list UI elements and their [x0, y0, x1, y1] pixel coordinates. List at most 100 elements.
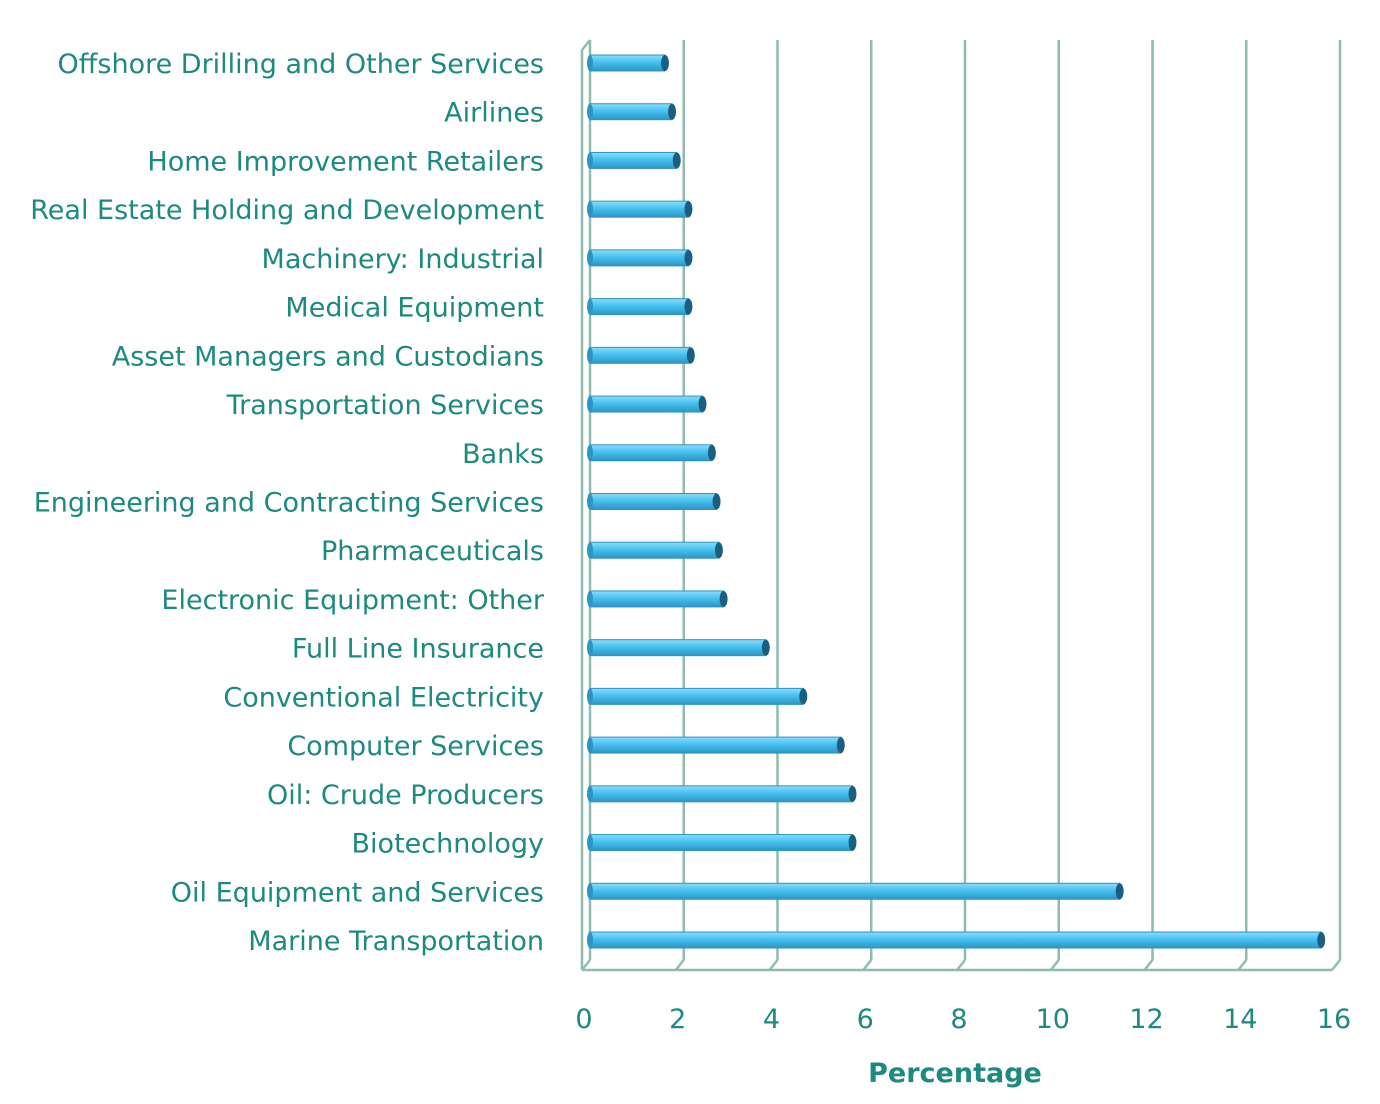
category-label: Banks [462, 439, 544, 470]
bar [587, 249, 693, 267]
category-label: Marine Transportation [248, 926, 544, 957]
bar-body [589, 54, 666, 72]
bar [587, 103, 677, 121]
x-axis-title: Percentage [868, 1058, 1042, 1089]
bar [587, 639, 770, 657]
bar-end-cap [719, 590, 728, 607]
x-tick-label: 6 [857, 1004, 874, 1035]
bar-body [589, 200, 689, 218]
bar-start-cap [587, 493, 593, 510]
bar-start-cap [587, 298, 593, 315]
gridline-floor [1049, 959, 1060, 971]
bar [587, 444, 716, 462]
x-tick-label: 8 [950, 1004, 967, 1035]
x-tick-label: 10 [1036, 1004, 1070, 1035]
bar-body [589, 834, 853, 852]
category-label: Offshore Drilling and Other Services [58, 49, 544, 80]
category-label: Machinery: Industrial [262, 244, 544, 275]
category-label: Real Estate Holding and Development [30, 195, 544, 226]
bar [587, 54, 669, 72]
bar-body [589, 346, 692, 364]
bar [587, 395, 707, 413]
category-label: Asset Managers and Custodians [112, 341, 544, 372]
bar-end-cap [1115, 883, 1124, 900]
bar-start-cap [587, 883, 593, 900]
bar-end-cap [686, 347, 695, 364]
bar-start-cap [587, 152, 593, 169]
bar-start-cap [587, 444, 593, 461]
gridline-floor [956, 959, 966, 971]
bar [587, 931, 1326, 949]
bar-body [589, 687, 804, 705]
bar-start-cap [587, 785, 593, 802]
x-tick-label: 2 [669, 1004, 686, 1035]
bar [587, 298, 693, 316]
bar-end-cap [1317, 932, 1326, 948]
bar-start-cap [587, 639, 593, 656]
bar-body [589, 493, 718, 510]
bar-end-cap [668, 103, 677, 120]
bar [587, 785, 857, 803]
gridline-floor [1331, 959, 1341, 971]
bar-start-cap [587, 688, 593, 705]
category-label: Engineering and Contracting Services [34, 488, 544, 519]
category-label: Biotechnology [352, 829, 544, 860]
bar-body [589, 590, 725, 608]
bar-end-cap [684, 201, 693, 218]
bar [587, 541, 723, 559]
category-label: Full Line Insurance [292, 634, 544, 665]
gridline-floor [1237, 959, 1248, 971]
category-label: Home Improvement Retailers [147, 146, 544, 177]
bar-body [589, 395, 703, 413]
bar-start-cap [587, 542, 593, 559]
x-tick-label: 0 [575, 1004, 592, 1035]
bar-end-cap [848, 834, 857, 851]
x-tick-labels: 0 2 4 6 8 10 12 14 16 [575, 1004, 1351, 1035]
gridline-floor [674, 959, 685, 971]
gridline-floor [581, 959, 591, 971]
bar-end-cap [698, 396, 707, 413]
bar [587, 493, 721, 510]
bar-start-cap [587, 396, 593, 413]
bar [587, 882, 1124, 900]
bar-body [589, 298, 689, 316]
category-label: Medical Equipment [285, 293, 544, 324]
bar-end-cap [684, 249, 693, 266]
x-tick-label: 16 [1317, 1004, 1351, 1035]
y-axis-top [581, 39, 591, 51]
bar-end-cap [836, 737, 845, 754]
bar-end-cap [761, 639, 770, 656]
bar-start-cap [587, 590, 593, 607]
bar [587, 834, 857, 852]
category-label: Electronic Equipment: Other [161, 585, 544, 616]
bar-body [589, 639, 767, 657]
bars-layer [587, 54, 1326, 949]
bar-body [589, 249, 689, 267]
bar-start-cap [587, 932, 593, 948]
bar-start-cap [587, 103, 593, 120]
gridline-floor [1143, 959, 1154, 971]
bar-start-cap [587, 249, 593, 266]
bar-start-cap [587, 55, 593, 71]
bar [587, 346, 695, 364]
bar [587, 151, 681, 169]
bar-start-cap [587, 834, 593, 851]
bar-start-cap [587, 737, 593, 754]
bar-end-cap [707, 444, 716, 461]
category-label: Oil Equipment and Services [171, 877, 544, 908]
bar [587, 736, 845, 754]
gridline-floor [768, 959, 779, 971]
bar-body [589, 785, 853, 803]
category-label: Oil: Crude Producers [267, 780, 544, 811]
bar-body [589, 541, 720, 559]
x-tick-label: 12 [1129, 1004, 1163, 1035]
bar [587, 590, 728, 608]
gridline-floor [862, 959, 873, 971]
x-tick-label: 4 [763, 1004, 780, 1035]
bar-body [589, 103, 673, 121]
bar-end-cap [712, 493, 721, 510]
bar [587, 687, 808, 705]
bar-end-cap [661, 55, 669, 71]
category-label: Transportation Services [226, 390, 544, 421]
